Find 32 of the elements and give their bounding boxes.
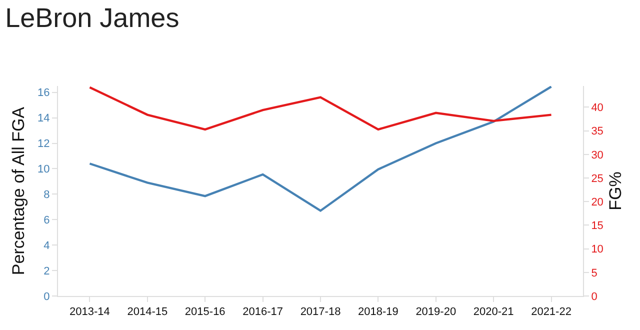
y-tick-label: 0: [44, 290, 50, 303]
y-tick-label: 10: [38, 164, 50, 176]
x-tick-label: 2017-18: [300, 306, 341, 318]
y2-tick-label: 5: [591, 267, 598, 280]
x-tick-label: 2020-21: [473, 306, 514, 318]
x-tick-label: 2015-16: [184, 306, 226, 318]
y-axis-title: Percentage of All FGA: [9, 106, 28, 276]
line-series: [88, 86, 552, 131]
y2-tick-label: 25: [591, 172, 604, 185]
y2-tick-label: 35: [591, 126, 604, 138]
y-tick-label: 16: [38, 87, 50, 100]
x-tick-label: 2019-20: [416, 306, 456, 318]
y2-tick-label: 30: [591, 149, 604, 162]
x-tick-label: 2014-15: [127, 306, 168, 318]
y2-tick-label: 10: [591, 244, 604, 256]
y2-tick-label: 0: [591, 290, 598, 303]
y-tick-label: 14: [38, 112, 50, 125]
y2-axis-title: FG%: [606, 172, 625, 210]
x-tick-label: 2018-19: [358, 306, 398, 318]
y2-tick-label: 15: [591, 220, 604, 232]
y-tick-label: 2: [44, 265, 50, 278]
x-tick-label: 2016-17: [242, 306, 283, 318]
y2-tick-label: 20: [591, 196, 604, 208]
y2-tick-label: 40: [591, 102, 604, 114]
chart-title: LeBron James: [5, 3, 180, 34]
x-tick-label: 2021-22: [531, 306, 572, 318]
x-tick-label: 2013-14: [70, 306, 110, 318]
y-tick-label: 4: [44, 240, 50, 252]
line-series: [88, 86, 552, 212]
y-tick-label: 8: [44, 189, 50, 202]
y-tick-label: 6: [44, 214, 50, 226]
y-tick-label: 12: [38, 138, 50, 150]
